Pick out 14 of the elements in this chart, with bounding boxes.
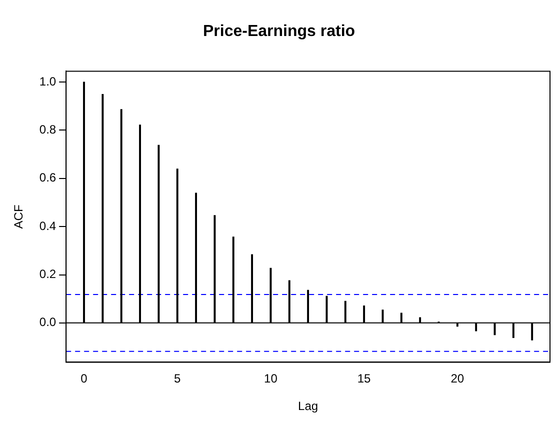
x-axis-title: Lag [298,399,318,414]
y-tick-label: 1.0 [39,74,56,88]
y-tick-label: 0.6 [39,170,56,185]
y-tick-label: 0.8 [39,122,56,137]
x-tick-label: 10 [264,372,278,386]
x-tick-label: 0 [80,372,88,386]
y-tick-label: 0.2 [39,267,56,282]
x-tick-label: 5 [174,372,182,386]
chart-title: Price-Earnings ratio [202,23,356,40]
y-axis-title: ACF [12,204,26,229]
y-tick-label: 0.4 [39,218,56,233]
x-tick-label: 20 [450,372,464,386]
y-tick-label: 0.0 [39,315,56,330]
x-tick-label: 15 [357,372,372,386]
